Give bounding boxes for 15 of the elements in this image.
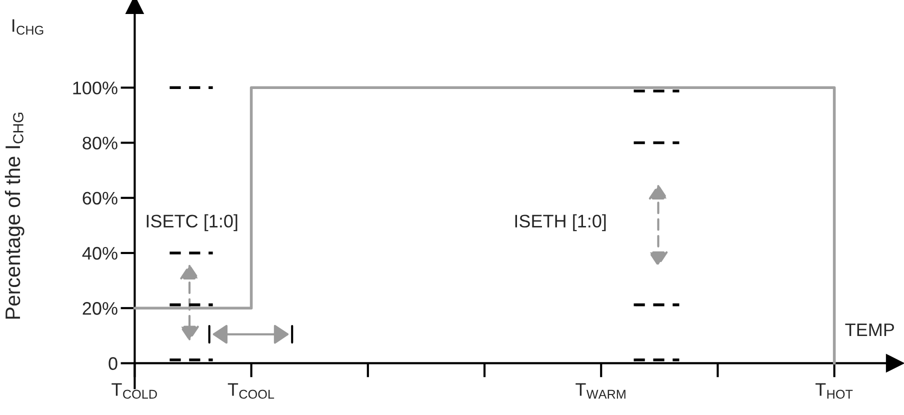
text: I$_{CHG}$ xyxy=(12,19,44,35)
y-tick-label: 20% xyxy=(82,302,118,315)
annotation: ISETH [1:0] xyxy=(515,214,606,232)
x-tick-label: T$_{HOT}$ xyxy=(816,383,853,399)
annotation: ISETC [1:0] xyxy=(146,214,238,232)
y-tick-label: 80% xyxy=(82,136,118,150)
y-tick-label: 40% xyxy=(82,246,118,260)
y-axis-title: Percentage of the I$_{CHG}$ xyxy=(4,112,24,319)
x-axis-title: TEMP xyxy=(845,324,894,336)
y-tick-label: 60% xyxy=(82,192,118,205)
x-tick-label: T$_{COLD}$ xyxy=(112,383,157,399)
y-tick-label: 100% xyxy=(73,82,118,94)
x-tick-label: T$_{WARM}$ xyxy=(576,383,626,399)
x-tick-label: T$_{COOL}$ xyxy=(228,383,274,399)
y-tick-label: 0 xyxy=(108,357,118,370)
